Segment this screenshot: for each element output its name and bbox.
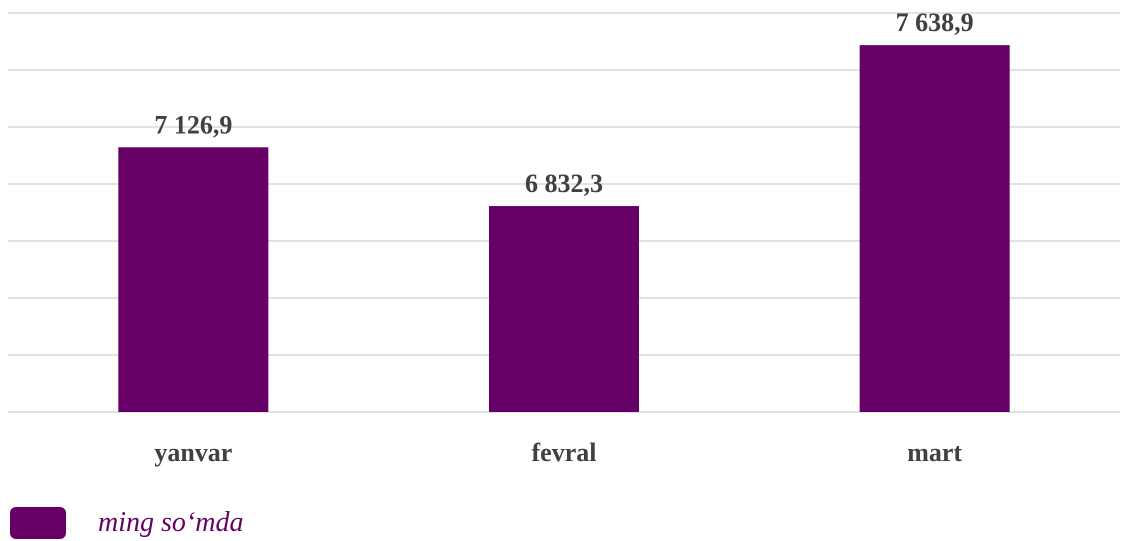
value-label-yanvar: 7 126,9 (154, 110, 232, 139)
category-label-yanvar: yanvar (154, 438, 232, 467)
bar-mart (859, 45, 1010, 412)
value-labels: 7 126,9 6 832,3 7 638,9 (154, 8, 973, 198)
legend: ming so‘mda (10, 505, 243, 541)
bar-fevral (489, 206, 639, 412)
bar-yanvar (118, 147, 269, 412)
category-label-mart: mart (907, 438, 962, 467)
value-label-fevral: 6 832,3 (525, 169, 603, 198)
legend-swatch (10, 507, 66, 539)
category-labels: yanvar fevral mart (154, 438, 962, 467)
legend-label: ming so‘mda (98, 507, 244, 538)
bars (118, 45, 1010, 412)
value-label-mart: 7 638,9 (896, 8, 974, 37)
category-label-fevral: fevral (532, 438, 597, 467)
